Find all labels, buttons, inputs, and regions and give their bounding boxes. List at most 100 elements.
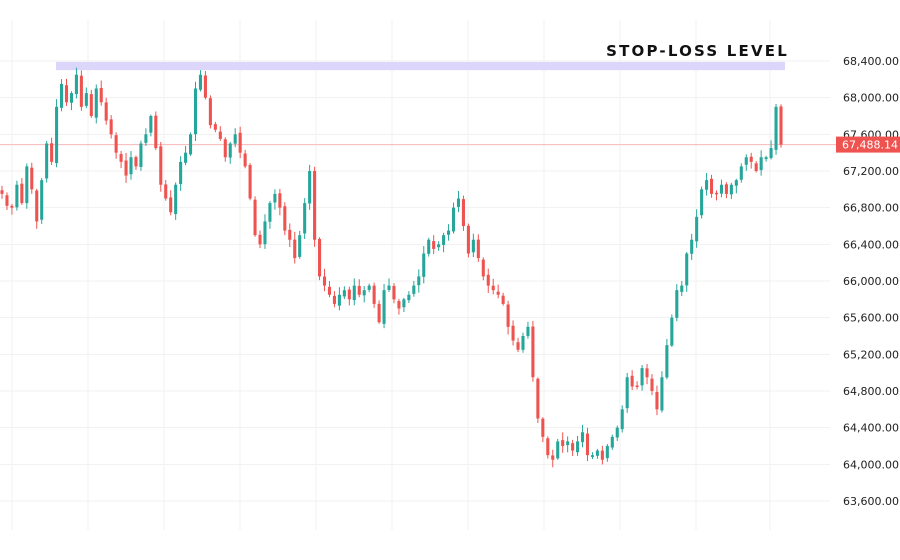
candle-body [357, 285, 361, 295]
candle-body [566, 441, 570, 446]
candle-body [660, 377, 664, 411]
candle-body [432, 241, 436, 249]
candle-body [308, 171, 312, 204]
candle-body [218, 131, 222, 139]
candle-body [709, 178, 714, 194]
y-tick-label: 64,800.00 [843, 385, 899, 398]
candle-body [496, 291, 500, 295]
candle-body [714, 192, 719, 195]
candle-body [437, 244, 441, 248]
candle-body [337, 294, 341, 306]
candle-body [447, 230, 451, 235]
candle-body [719, 184, 723, 194]
candle-body [203, 75, 207, 98]
candle-body [551, 455, 555, 460]
candle-body [74, 74, 78, 95]
candle-body [94, 88, 98, 118]
candle-body [238, 132, 242, 153]
candle-body [526, 326, 530, 336]
stop-loss-label: STOP-LOSS LEVEL [606, 42, 789, 60]
candle-body [382, 290, 386, 324]
candle-body [50, 143, 54, 162]
candle-body [332, 295, 336, 304]
candle-body [303, 203, 307, 234]
candle-body [184, 152, 188, 163]
candle-body [774, 106, 778, 150]
candle-body [670, 317, 674, 346]
candle-body [198, 74, 203, 90]
candle-body [476, 239, 480, 259]
candle-body [362, 290, 366, 296]
candle-body [531, 326, 535, 378]
candle-body [10, 205, 14, 208]
candle-body [0, 190, 4, 194]
candle-body [174, 184, 178, 214]
candle-body [149, 116, 153, 133]
candle-body [322, 276, 327, 286]
candle-body [422, 253, 426, 277]
candle-body [541, 418, 545, 437]
candle-body [387, 285, 391, 290]
candle-body [283, 206, 287, 231]
candle-body [451, 207, 456, 232]
price-axis: 68,400.0068,000.0067,600.0067,200.0066,8… [843, 55, 899, 508]
candle-body [635, 385, 639, 388]
candle-body [169, 197, 173, 213]
candle-body [89, 94, 93, 116]
candle-body [705, 180, 709, 190]
candle-body [40, 180, 44, 220]
candle-body [223, 139, 227, 158]
candle-body [630, 375, 634, 387]
candle-body [734, 180, 738, 186]
candle-body [625, 377, 629, 409]
candle-body [700, 189, 704, 216]
candle-body [193, 88, 198, 135]
candle-body [615, 427, 619, 438]
candle-body [253, 199, 257, 236]
candle-body [521, 336, 525, 350]
candle-body [442, 235, 446, 245]
candle-body [571, 443, 575, 451]
candle-body [511, 325, 515, 341]
candle-body [456, 198, 461, 207]
candle-body [491, 285, 495, 291]
candle-body [64, 85, 69, 103]
candle-body [600, 450, 604, 460]
candle-body [342, 290, 346, 297]
y-tick-label: 68,000.00 [843, 92, 899, 105]
candle-body [15, 184, 19, 208]
candle-body [605, 446, 609, 459]
candle-body [144, 134, 148, 143]
candle-body [486, 274, 490, 286]
y-tick-label: 67,200.00 [843, 165, 899, 178]
candle-body [377, 303, 381, 323]
y-tick-label: 65,600.00 [843, 312, 899, 325]
candle-body [69, 93, 74, 103]
candle-body [516, 342, 520, 350]
candle-body [427, 239, 431, 254]
candle-body [114, 135, 118, 153]
candle-body [84, 93, 88, 106]
candle-body [25, 166, 29, 204]
candle-body [124, 160, 128, 176]
candle-body [189, 134, 193, 155]
candle-body [372, 285, 376, 304]
grid-layer [0, 20, 830, 530]
candle-body [268, 203, 272, 222]
candle-body [213, 124, 217, 130]
candle-body [690, 239, 694, 254]
candle-body [99, 87, 103, 103]
y-tick-label: 64,400.00 [843, 422, 899, 435]
candle-body [134, 157, 138, 167]
candle-body [645, 368, 649, 378]
candle-body [724, 184, 728, 194]
candle-body [407, 294, 411, 301]
candle-body [779, 106, 783, 145]
candle-body [392, 285, 396, 300]
candle-body [119, 154, 123, 162]
candle-body [298, 235, 302, 257]
candle-body [258, 234, 262, 245]
current-price-label: 67,488.14 [842, 139, 898, 152]
candle-body [595, 450, 599, 456]
